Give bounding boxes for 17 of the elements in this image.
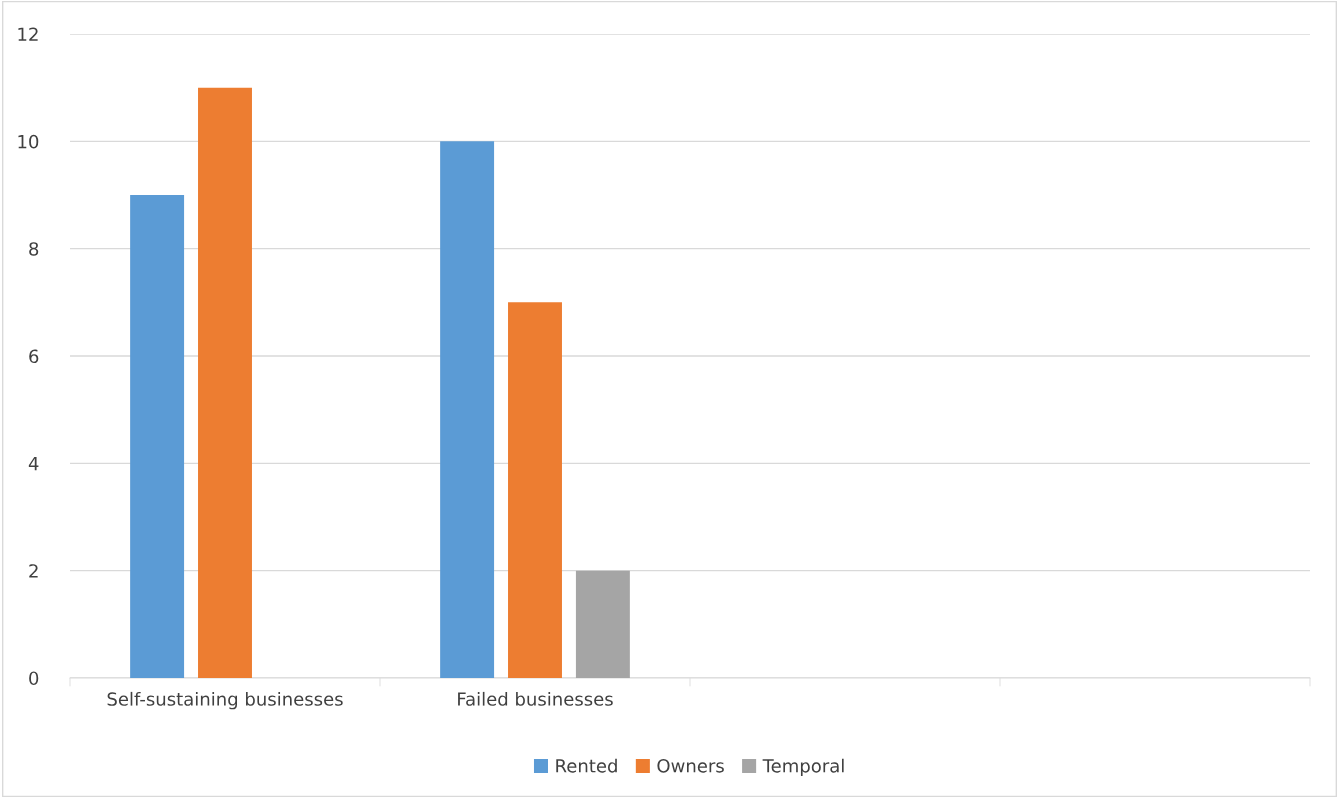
y-tick-label: 10 — [18, 134, 39, 149]
y-tick-label: 8 — [29, 242, 39, 256]
legend-label: Rented — [556, 758, 617, 773]
bar — [440, 141, 495, 678]
y-tick-label: 12 — [18, 27, 38, 41]
legend-label: Temporal — [762, 758, 844, 777]
bar — [575, 570, 630, 678]
y-tick-label: 0 — [29, 671, 39, 686]
y-tick-label: 6 — [29, 349, 39, 364]
legend-label: Owners — [657, 758, 724, 773]
bar — [198, 87, 252, 678]
bar — [130, 195, 185, 678]
y-tick-label: 2 — [29, 564, 38, 578]
bar — [508, 302, 562, 678]
x-tick-label: Failed businesses — [458, 691, 613, 706]
y-tick-label: 4 — [28, 457, 39, 471]
x-tick-label: Self-sustaining businesses — [107, 691, 343, 710]
